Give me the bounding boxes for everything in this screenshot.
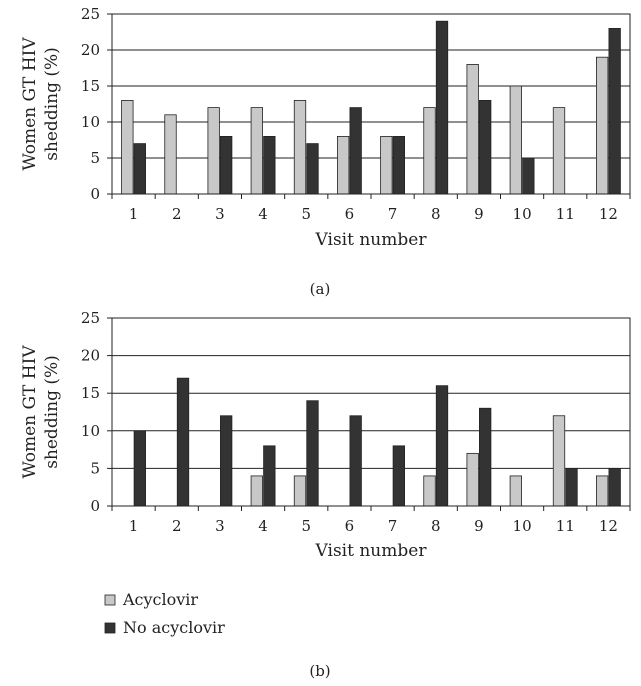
y-axis-title-line: shedding (%) — [42, 355, 62, 469]
bar-no-acyclovir-visit-6 — [349, 107, 362, 195]
x-tick-label: 5 — [301, 517, 311, 535]
x-tick-label: 4 — [258, 517, 268, 535]
bar-no-acyclovir-visit-6 — [349, 415, 362, 507]
x-tick-label: 6 — [345, 205, 355, 223]
bar-acyclovir-visit-12 — [596, 56, 609, 195]
y-axis-title-line: Women GT HIV — [20, 345, 40, 479]
bar-no-acyclovir-visit-7 — [392, 445, 405, 507]
y-tick-label: 5 — [90, 459, 100, 477]
x-tick-label: 6 — [345, 517, 355, 535]
bar-no-acyclovir-visit-3 — [220, 135, 233, 195]
x-tick-label: 12 — [599, 517, 618, 535]
x-tick-label: 5 — [301, 205, 311, 223]
x-tick-label: 12 — [599, 205, 618, 223]
bar-no-acyclovir-visit-10 — [522, 157, 535, 195]
bar-acyclovir-visit-3 — [207, 107, 220, 195]
bar-no-acyclovir-visit-5 — [306, 400, 319, 507]
bar-no-acyclovir-visit-1 — [133, 430, 146, 507]
x-tick-label: 1 — [129, 517, 139, 535]
bar-no-acyclovir-visit-11 — [565, 467, 578, 507]
x-tick-label: 4 — [258, 205, 268, 223]
bar-acyclovir-visit-6 — [337, 135, 350, 195]
bar-no-acyclovir-visit-9 — [479, 100, 492, 195]
x-tick-label: 9 — [474, 517, 484, 535]
y-tick-label: 15 — [81, 77, 100, 95]
x-tick-label: 2 — [172, 517, 182, 535]
y-tick-label: 20 — [81, 347, 100, 365]
y-axis-title-line: shedding (%) — [42, 47, 62, 161]
x-tick-label: 7 — [388, 517, 398, 535]
bar-acyclovir-visit-4 — [250, 107, 263, 195]
legend-label-no-acyclovir: No acyclovir — [123, 618, 225, 637]
x-tick-label: 11 — [556, 205, 575, 223]
plot-frame — [111, 13, 631, 195]
x-tick-label: 10 — [513, 517, 532, 535]
bar-acyclovir-visit-12 — [596, 475, 609, 507]
y-tick-label: 25 — [81, 5, 100, 23]
bar-acyclovir-visit-1 — [121, 100, 134, 195]
plot-frame — [111, 317, 631, 507]
bar-acyclovir-visit-8 — [423, 107, 436, 195]
bar-acyclovir-visit-9 — [466, 64, 479, 195]
y-axis-title: Women GT HIV shedding (%) — [20, 37, 62, 171]
y-tick-label: 10 — [81, 113, 100, 131]
x-tick-label: 7 — [388, 205, 398, 223]
x-tick-label: 3 — [215, 517, 225, 535]
bar-no-acyclovir-visit-4 — [263, 445, 276, 507]
bar-acyclovir-visit-9 — [466, 452, 479, 507]
y-axis-title: Women GT HIV shedding (%) — [20, 345, 62, 479]
bar-no-acyclovir-visit-7 — [392, 135, 405, 195]
bar-no-acyclovir-visit-4 — [263, 135, 276, 195]
panel-label-b: (b) — [309, 662, 330, 680]
bar-acyclovir-visit-10 — [509, 475, 522, 507]
bar-no-acyclovir-visit-5 — [306, 143, 319, 195]
x-tick-label: 2 — [172, 205, 182, 223]
x-tick-label: 8 — [431, 205, 441, 223]
bar-no-acyclovir-visit-12 — [608, 27, 621, 195]
x-axis-title: Visit number — [315, 541, 428, 561]
x-tick-label: 9 — [474, 205, 484, 223]
legend-swatch-acyclovir — [104, 594, 116, 606]
y-axis-title-line: Women GT HIV — [20, 37, 40, 171]
y-tick-label: 10 — [81, 422, 100, 440]
bar-acyclovir-visit-2 — [164, 114, 177, 195]
bar-acyclovir-visit-11 — [552, 107, 566, 195]
bar-no-acyclovir-visit-12 — [608, 467, 621, 507]
legend-label-acyclovir: Acyclovir — [122, 590, 198, 609]
x-tick-label: 11 — [556, 517, 575, 535]
panel-label-a: (a) — [310, 280, 331, 298]
y-tick-label: 25 — [81, 309, 100, 327]
legend-swatch-no-acyclovir — [104, 622, 116, 634]
bar-no-acyclovir-visit-9 — [479, 407, 492, 507]
y-tick-label: 5 — [90, 149, 100, 167]
x-tick-label: 10 — [513, 205, 532, 223]
y-tick-label: 15 — [81, 384, 100, 402]
bar-acyclovir-visit-5 — [293, 475, 307, 507]
bar-acyclovir-visit-8 — [423, 475, 436, 507]
bar-acyclovir-visit-11 — [552, 415, 566, 507]
bar-no-acyclovir-visit-1 — [133, 143, 146, 195]
bar-no-acyclovir-visit-8 — [435, 385, 449, 507]
y-tick-label: 0 — [90, 185, 100, 203]
x-axis-title: Visit number — [315, 230, 428, 250]
bar-acyclovir-visit-5 — [293, 100, 307, 195]
bar-no-acyclovir-visit-8 — [435, 20, 449, 195]
bar-acyclovir-visit-10 — [509, 85, 522, 195]
x-tick-label: 1 — [129, 205, 139, 223]
x-tick-label: 3 — [215, 205, 225, 223]
bar-acyclovir-visit-7 — [380, 135, 393, 195]
bar-no-acyclovir-visit-3 — [220, 415, 233, 507]
x-tick-label: 8 — [431, 517, 441, 535]
y-tick-label: 20 — [81, 41, 100, 59]
bar-acyclovir-visit-4 — [250, 475, 263, 507]
bar-no-acyclovir-visit-2 — [176, 377, 190, 507]
legend: Acyclovir No acyclovir — [104, 590, 225, 637]
y-tick-label: 0 — [90, 497, 100, 515]
